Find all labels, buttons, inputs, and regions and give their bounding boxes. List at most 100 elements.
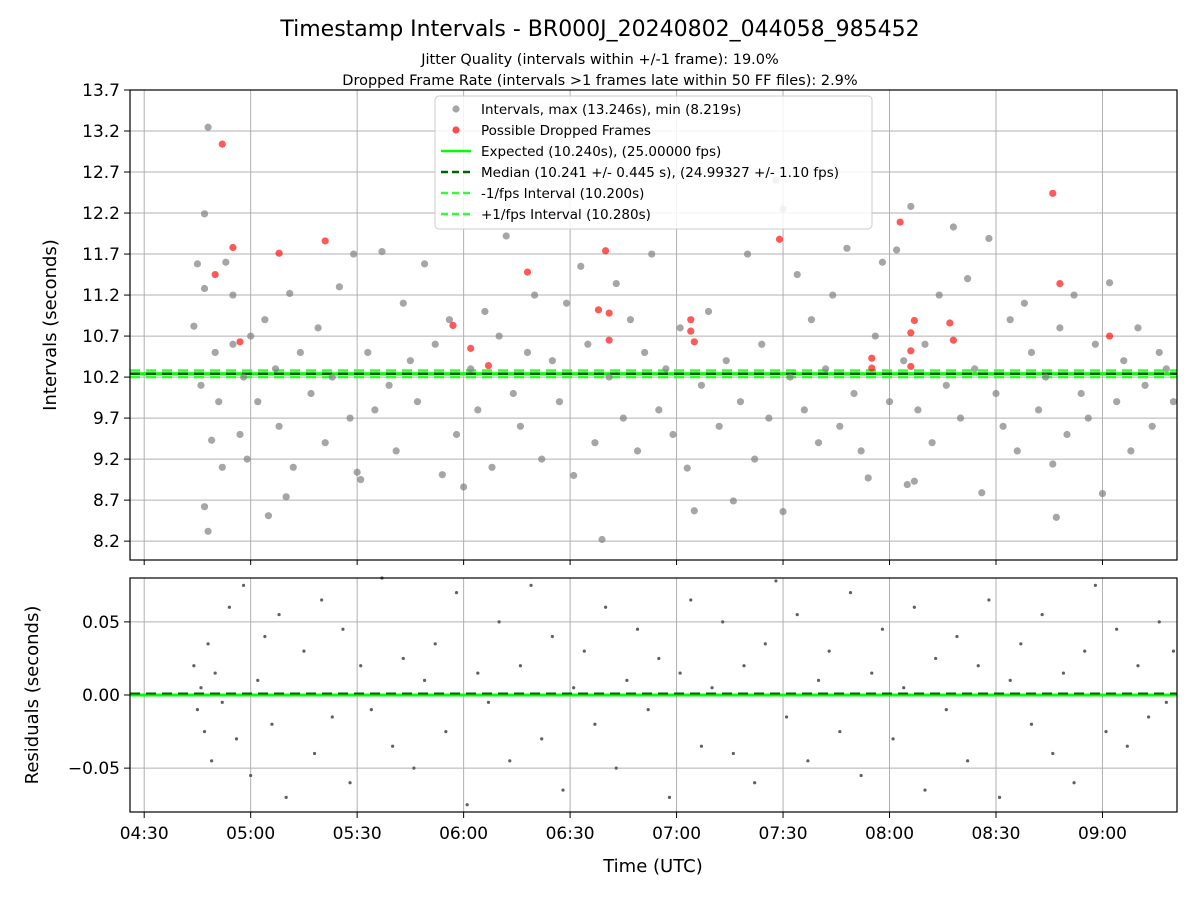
- residual-point: [302, 649, 306, 653]
- x-tick-label: 07:30: [759, 824, 808, 844]
- intervals-y-tick-label: 8.7: [93, 491, 120, 511]
- intervals-y-tick-label: 11.7: [82, 245, 120, 265]
- interval-point: [467, 365, 475, 373]
- legend-marker: [452, 105, 460, 113]
- interval-point: [779, 508, 787, 516]
- residual-point: [1040, 612, 1044, 617]
- interval-point: [229, 291, 237, 299]
- residual-point: [422, 678, 427, 682]
- residual-point: [234, 737, 239, 741]
- residual-point: [263, 634, 267, 639]
- residual-point: [1029, 722, 1034, 726]
- interval-point: [1098, 489, 1107, 498]
- dropped-frame-point: [775, 235, 784, 243]
- dropped-frame-point: [229, 243, 237, 252]
- interval-point: [1134, 324, 1142, 332]
- residuals-y-ticks: −0.05 0.00 0.05: [68, 613, 130, 779]
- interval-point: [584, 340, 592, 348]
- interval-point: [736, 398, 745, 406]
- intervals-reference-lines: [130, 369, 1177, 379]
- interval-point: [474, 406, 482, 414]
- residual-point: [997, 795, 1002, 799]
- residual-point: [401, 656, 405, 661]
- dropped-frame-point: [907, 347, 915, 355]
- interval-point: [200, 503, 209, 511]
- interval-point: [985, 234, 993, 243]
- residual-point: [742, 664, 746, 668]
- interval-point: [1034, 406, 1043, 414]
- interval-point: [1070, 291, 1078, 299]
- residual-point: [1136, 664, 1140, 668]
- interval-point: [413, 398, 422, 406]
- interval-point: [893, 246, 901, 254]
- interval-point: [612, 279, 620, 288]
- intervals-plot-frame: [129, 89, 1178, 561]
- interval-point: [704, 307, 713, 316]
- dropped-frame-point: [275, 249, 283, 257]
- legend-items: Intervals, max (13.246s), min (8.219s) Po…: [441, 102, 839, 223]
- interval-point: [949, 223, 958, 231]
- residual-point: [220, 700, 224, 704]
- interval-point: [751, 455, 759, 463]
- interval-point: [1084, 414, 1092, 422]
- dropped-frame-point: [484, 362, 493, 370]
- x-tick-label: 08:00: [865, 824, 914, 844]
- residual-point: [508, 759, 512, 763]
- residual-point: [199, 686, 203, 690]
- intervals-x-ticks: [143, 560, 1103, 565]
- interval-point: [907, 202, 915, 211]
- dropped-frame-point: [907, 329, 915, 337]
- residual-point: [1008, 678, 1012, 682]
- residual-point: [710, 686, 714, 690]
- interval-point: [964, 275, 972, 283]
- residual-point: [880, 627, 885, 631]
- residual-point: [497, 620, 501, 624]
- interval-point: [715, 422, 723, 430]
- intervals-y-tick-label: 10.7: [82, 327, 120, 347]
- interval-point: [786, 373, 794, 381]
- interval-point: [577, 262, 585, 270]
- residual-point: [902, 686, 906, 690]
- residual-point: [1061, 671, 1066, 675]
- interval-point: [1120, 357, 1128, 365]
- chart-subtitle-dropped: Dropped Frame Rate (intervals >1 frames …: [342, 73, 857, 89]
- residual-point: [540, 737, 544, 741]
- interval-point: [445, 316, 454, 324]
- interval-point: [836, 422, 844, 430]
- interval-point: [328, 373, 336, 381]
- interval-point: [903, 480, 911, 489]
- interval-point: [1091, 340, 1099, 348]
- interval-point: [829, 291, 837, 299]
- residual-point: [359, 664, 363, 668]
- interval-point: [271, 365, 280, 373]
- residual-point: [330, 715, 334, 719]
- interval-point: [871, 332, 879, 340]
- residual-point: [1019, 642, 1023, 646]
- interval-point: [1049, 460, 1057, 468]
- residual-point: [955, 634, 959, 639]
- residual-point: [657, 656, 661, 661]
- interval-point: [885, 398, 894, 406]
- residual-point: [646, 708, 650, 712]
- residual-point: [614, 766, 618, 770]
- residual-point: [195, 708, 200, 712]
- dropped-frame-point: [321, 237, 329, 245]
- interval-point: [1141, 381, 1149, 389]
- interval-point: [765, 414, 773, 422]
- interval-point: [648, 250, 656, 258]
- chart-title: Timestamp Intervals - BR000J_20240802_04…: [279, 17, 919, 42]
- intervals-y-tick-label: 12.7: [82, 163, 120, 183]
- intervals-y-ticks: 8.2 8.7 9.2 9.7 10.2 10.7 11.2 11.7 12.2 12.7 13.2…: [82, 81, 130, 552]
- dropped-frame-point: [449, 321, 457, 330]
- residuals-x-ticks: 04:30 05:00 05:30 06:00 06:30 07:00 07:30 08:00…: [120, 812, 1127, 844]
- interval-point: [264, 512, 273, 520]
- dropped-frame-point: [523, 268, 532, 276]
- interval-point: [822, 365, 830, 373]
- residual-point: [1164, 700, 1168, 704]
- interval-point: [321, 439, 329, 447]
- intervals-y-tick-label: 13.2: [82, 122, 120, 142]
- interval-point: [236, 430, 244, 439]
- residual-point: [753, 781, 757, 785]
- interval-point: [247, 332, 255, 340]
- residual-point: [784, 715, 789, 719]
